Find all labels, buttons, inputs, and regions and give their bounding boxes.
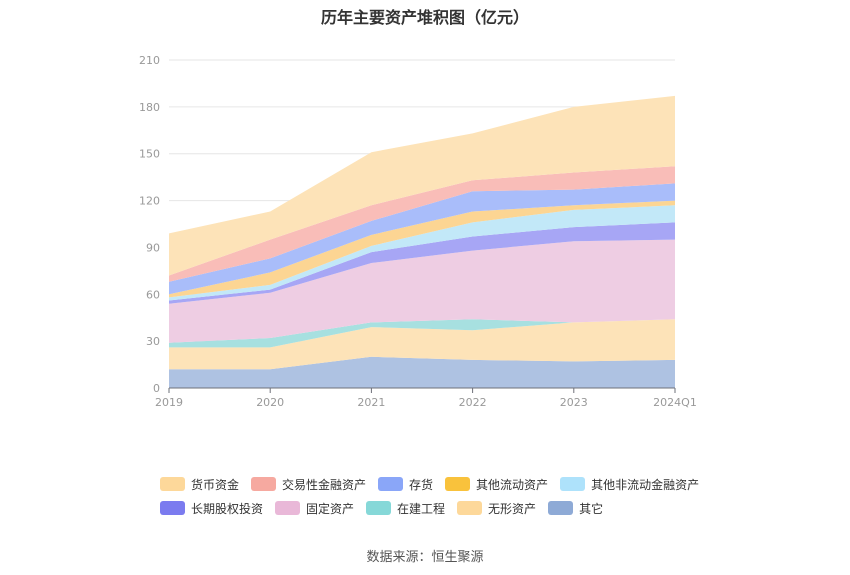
legend-item[interactable]: 货币资金 (160, 476, 239, 493)
x-tick-label: 2024Q1 (653, 396, 697, 409)
area-series-5 (169, 205, 675, 301)
chart-title: 历年主要资产堆积图（亿元） (320, 8, 529, 27)
legend-item[interactable]: 在建工程 (366, 500, 445, 517)
area-series-8 (169, 166, 675, 282)
y-tick-label: 0 (153, 382, 160, 395)
x-tick-label: 2019 (155, 396, 183, 409)
legend-item[interactable]: 无形资产 (457, 500, 536, 517)
legend-swatch (275, 501, 301, 515)
y-tick-label: 30 (146, 335, 160, 348)
legend-label: 其他流动资产 (476, 477, 549, 492)
legend-label: 存货 (409, 477, 434, 492)
y-tick-label: 90 (146, 241, 160, 254)
area-series (169, 95, 675, 388)
y-tick-label: 180 (139, 101, 160, 114)
legend-swatch (457, 501, 483, 515)
legend-item[interactable]: 固定资产 (275, 500, 354, 517)
x-tick-label: 2022 (459, 396, 487, 409)
stacked-area-chart: 0 30 60 90 120 150 180 210 2019 2020 2021 2022 2023 2… (139, 54, 697, 409)
y-tick-label: 60 (146, 288, 160, 301)
legend-label: 货币资金 (191, 477, 240, 492)
legend-swatch (366, 501, 392, 515)
area-series-4 (169, 222, 675, 304)
legend-item[interactable]: 长期股权投资 (160, 500, 263, 517)
x-tick-label: 2021 (357, 396, 385, 409)
legend-item[interactable]: 其他流动资产 (445, 476, 548, 493)
legend-label: 固定资产 (306, 501, 355, 516)
y-tick-label: 150 (139, 148, 160, 161)
legend-label: 其它 (579, 501, 604, 516)
legend-item[interactable]: 交易性金融资产 (251, 476, 366, 493)
source-note: 数据来源：恒生聚源 (366, 550, 484, 565)
legend-swatch (160, 477, 185, 491)
legend-row: 长期股权投资 固定资产 在建工程 无形资产 其它 (160, 496, 720, 520)
legend-label: 长期股权投资 (191, 501, 264, 516)
legend-item[interactable]: 存货 (378, 476, 433, 493)
axes: 0 30 60 90 120 150 180 210 2019 2020 2021 2022 2023 2… (139, 54, 697, 409)
y-tick-label: 210 (139, 54, 160, 67)
area-series-7 (169, 183, 675, 295)
legend-label: 在建工程 (397, 501, 446, 516)
x-tick-label: 2023 (560, 396, 588, 409)
legend-label: 其他非流动金融资产 (591, 477, 700, 492)
legend-label: 交易性金融资产 (282, 477, 367, 492)
legend-label: 无形资产 (488, 501, 537, 516)
legend-swatch (160, 501, 185, 515)
legend-swatch (251, 477, 277, 491)
y-tick-label: 120 (139, 195, 160, 208)
legend: 货币资金 交易性金融资产 存货 其他流动资产 其他非流动金融资产 长期股权投资 固定资产 在… (160, 472, 720, 520)
legend-row: 货币资金 交易性金融资产 存货 其他流动资产 其他非流动金融资产 (160, 472, 720, 496)
x-tick-label: 2020 (256, 396, 284, 409)
legend-item[interactable]: 其他非流动金融资产 (560, 476, 699, 493)
area-series-6 (169, 200, 675, 298)
legend-swatch (560, 477, 586, 491)
area-series-9 (169, 95, 675, 276)
legend-swatch (445, 477, 471, 491)
legend-item[interactable]: 其它 (548, 500, 603, 517)
area-series-0 (169, 356, 675, 388)
area-series-3 (169, 239, 675, 343)
legend-swatch (548, 501, 574, 515)
legend-swatch (378, 477, 404, 491)
area-series-2 (169, 319, 675, 348)
area-series-1 (169, 319, 675, 370)
